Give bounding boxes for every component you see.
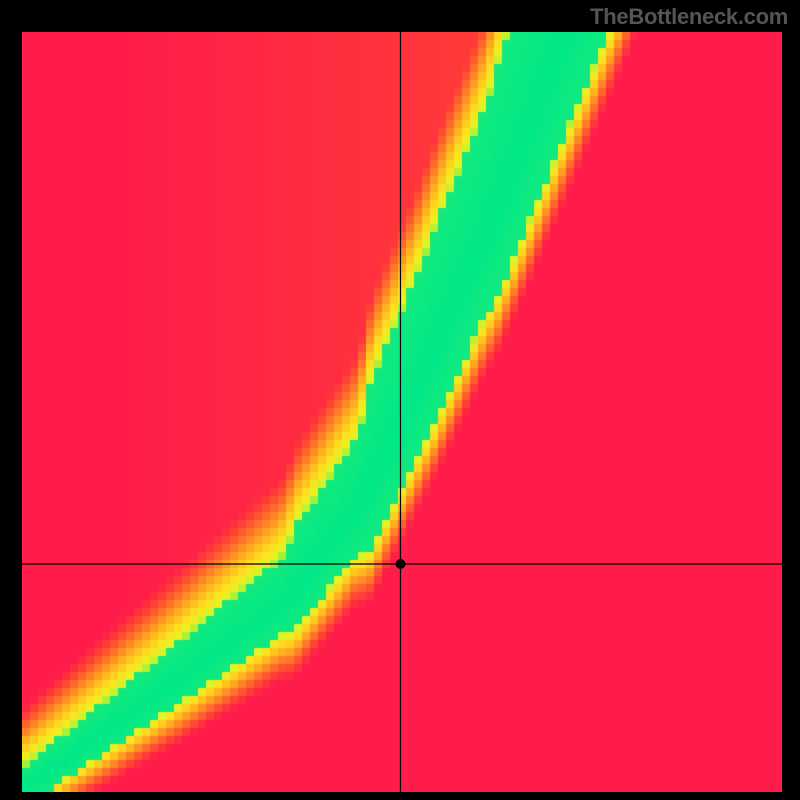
heatmap-canvas	[22, 32, 782, 792]
watermark-text: TheBottleneck.com	[590, 4, 788, 30]
chart-container: TheBottleneck.com	[0, 0, 800, 800]
